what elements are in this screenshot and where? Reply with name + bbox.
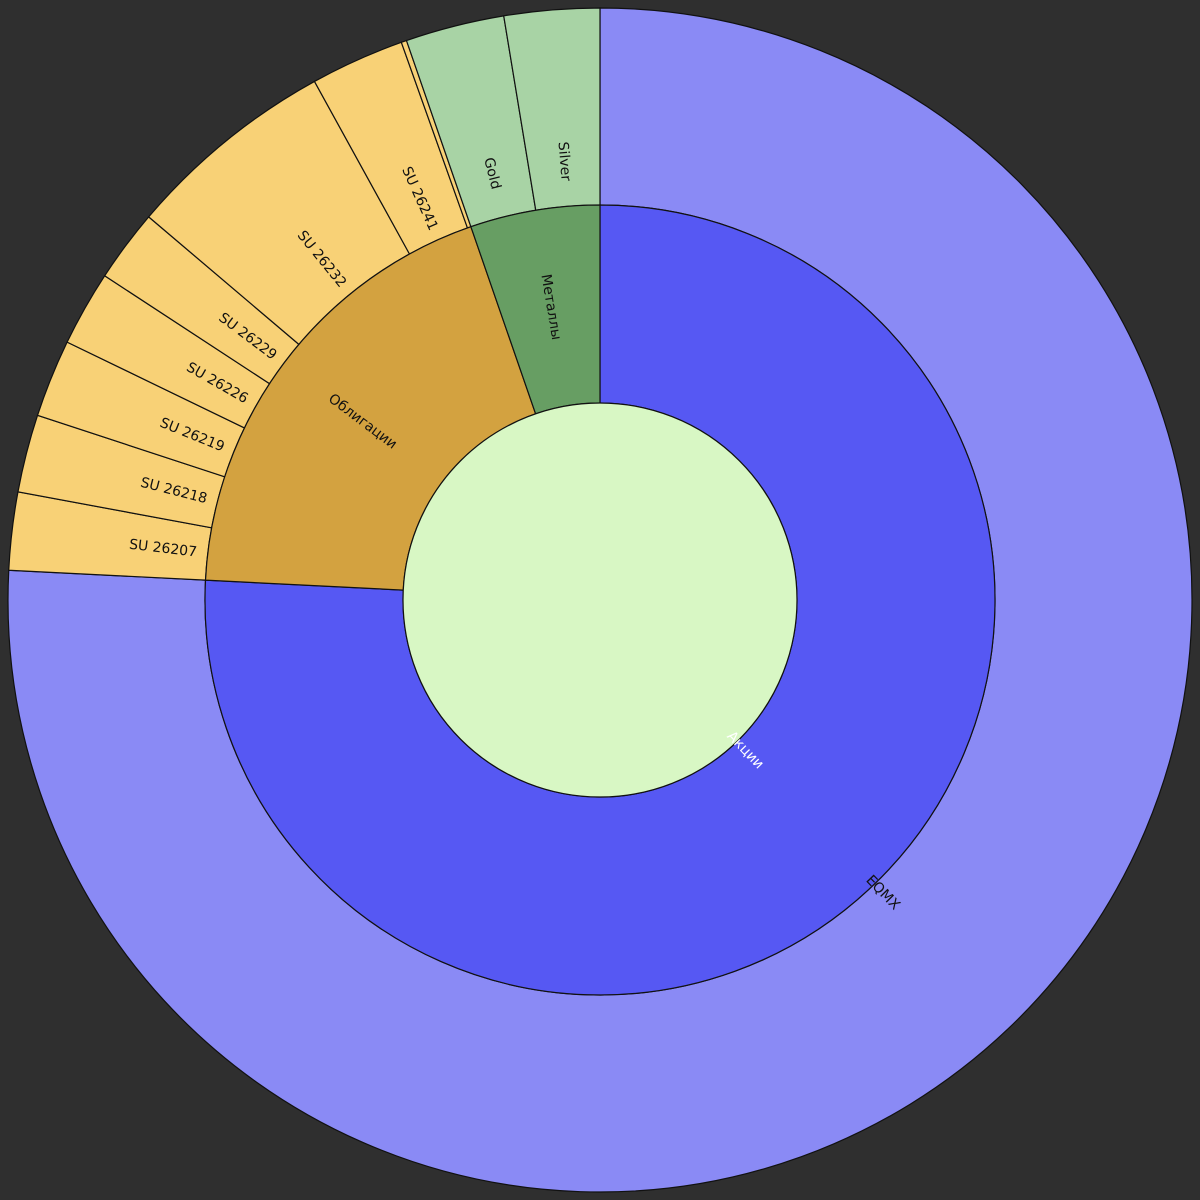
segment-label-silver: Silver (555, 141, 574, 182)
center-disc (402, 402, 798, 798)
inner-ring (204, 204, 996, 996)
segment-label-gold: Gold (480, 156, 503, 191)
outer-ring (7, 7, 1193, 1193)
segment-label-su-26207: SU 26207 (128, 537, 198, 561)
